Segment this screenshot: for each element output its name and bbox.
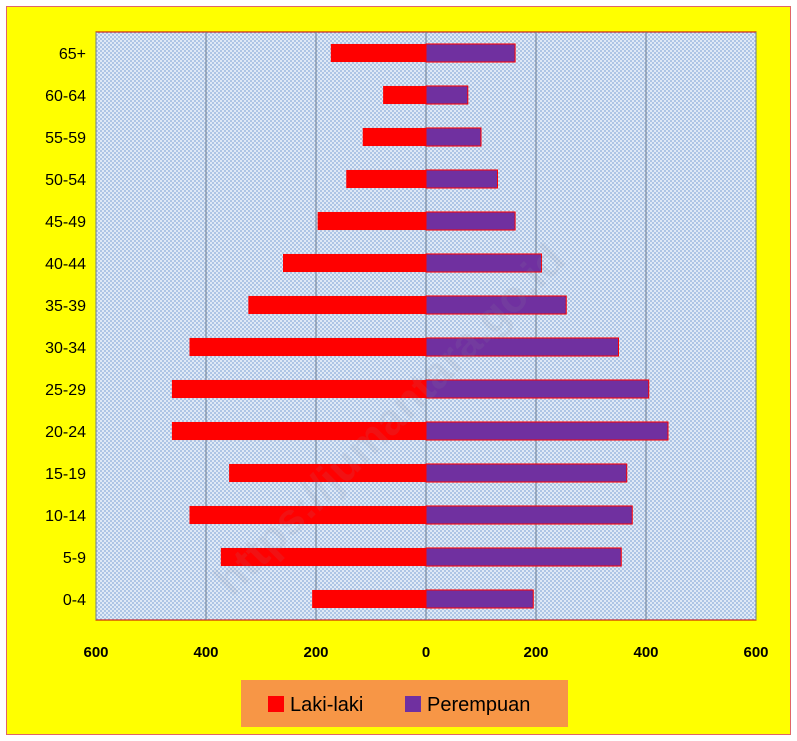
- bar-perempuan: [425, 295, 567, 315]
- bar-perempuan: [425, 169, 498, 189]
- legend: Laki-laki Perempuan: [241, 680, 568, 727]
- y-tick-label: 0-4: [63, 592, 86, 609]
- y-axis-tick-labels: 0-4 5-9 10-14 15-19 20-24 25-29 30-34 35-39 40-4…: [45, 46, 86, 609]
- legend-swatch: [405, 696, 421, 712]
- bar-perempuan: [425, 43, 516, 63]
- y-tick-label: 50-54: [45, 172, 86, 189]
- bar-laki-laki: [229, 463, 426, 483]
- bar-laki-laki: [283, 253, 426, 273]
- y-tick-label: 60-64: [45, 88, 86, 105]
- bar-laki-laki: [346, 169, 426, 189]
- y-tick-label: 25-29: [45, 382, 86, 399]
- y-tick-label: 35-39: [45, 298, 86, 315]
- bar-perempuan: [425, 421, 669, 441]
- y-tick-label: 40-44: [45, 256, 86, 273]
- bar-perempuan: [425, 211, 516, 231]
- x-tick-label: 600: [83, 644, 108, 661]
- y-tick-label: 20-24: [45, 424, 86, 441]
- x-tick-label: 400: [633, 644, 658, 661]
- y-tick-label: 15-19: [45, 466, 86, 483]
- bar-laki-laki: [383, 85, 426, 105]
- bar-perempuan: [425, 85, 469, 105]
- y-tick-label: 30-34: [45, 340, 86, 357]
- bar-laki-laki: [362, 127, 426, 147]
- legend-label: Perempuan: [427, 694, 530, 716]
- legend-label: Laki-laki: [290, 694, 363, 716]
- bar-laki-laki: [189, 505, 426, 525]
- bar-laki-laki: [317, 211, 426, 231]
- x-tick-label: 600: [743, 644, 768, 661]
- y-tick-label: 65+: [59, 46, 86, 63]
- x-axis-tick-labels: 600 400 200 0 200 400 600: [83, 644, 768, 661]
- bar-perempuan: [425, 547, 622, 567]
- bar-perempuan: [425, 337, 619, 357]
- bar-laki-laki: [312, 589, 426, 609]
- bar-laki-laki: [330, 43, 426, 63]
- chart-frame: [6, 6, 791, 735]
- bar-perempuan: [425, 379, 650, 399]
- bar-perempuan: [425, 463, 628, 483]
- bar-laki-laki: [248, 295, 426, 315]
- bar-perempuan: [425, 127, 482, 147]
- legend-box: [241, 680, 568, 727]
- x-tick-label: 400: [193, 644, 218, 661]
- legend-swatch: [268, 696, 284, 712]
- bars: [171, 43, 669, 609]
- y-tick-label: 55-59: [45, 130, 86, 147]
- x-tick-label: 200: [523, 644, 548, 661]
- bar-perempuan: [425, 589, 534, 609]
- bar-laki-laki: [171, 421, 426, 441]
- y-tick-label: 10-14: [45, 508, 86, 525]
- bar-laki-laki: [220, 547, 426, 567]
- bar-perempuan: [425, 253, 542, 273]
- y-tick-label: 5-9: [63, 550, 86, 567]
- x-tick-label: 0: [422, 644, 430, 661]
- bar-perempuan: [425, 505, 633, 525]
- y-tick-label: 45-49: [45, 214, 86, 231]
- x-tick-label: 200: [303, 644, 328, 661]
- bar-laki-laki: [171, 379, 426, 399]
- bar-laki-laki: [189, 337, 426, 357]
